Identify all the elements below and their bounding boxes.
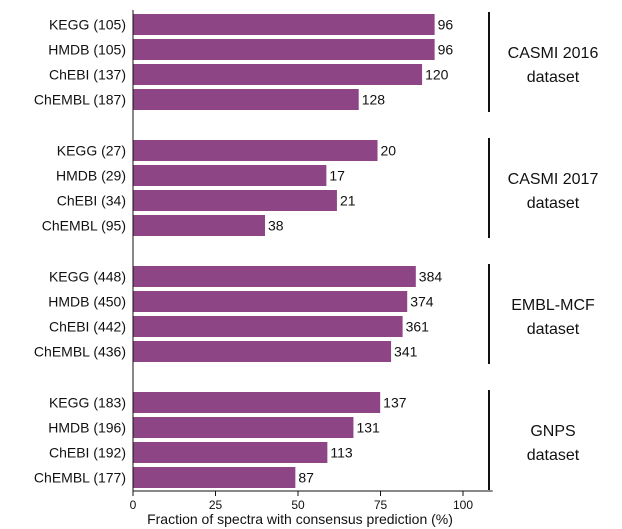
category-label: KEGG (183) <box>49 395 126 411</box>
data-label: 17 <box>329 168 345 184</box>
data-label: 131 <box>356 420 380 436</box>
category-label: ChEMBL (177) <box>34 470 126 486</box>
bar <box>133 64 423 85</box>
group-labels: CASMI 2016 dataset CASMI 2017 dataset EMBL-M… <box>488 12 599 490</box>
x-axis: 0 25 50 75 100 <box>130 10 493 512</box>
x-axis-title: Fraction of spectra with consensus predi… <box>147 511 453 527</box>
bar <box>133 291 408 312</box>
bar <box>133 266 416 287</box>
x-tick-label: 75 <box>374 498 388 512</box>
bar <box>133 392 381 413</box>
bar <box>133 39 435 60</box>
category-label: ChEBI (137) <box>49 67 126 83</box>
data-label: 384 <box>419 269 443 285</box>
category-label: HMDB (450) <box>48 294 126 310</box>
bar <box>133 467 296 488</box>
category-label: KEGG (105) <box>49 17 126 33</box>
x-tick-label: 50 <box>291 498 305 512</box>
data-label: 137 <box>383 395 407 411</box>
data-label: 361 <box>406 319 430 335</box>
data-label: 20 <box>381 143 397 159</box>
data-label: 374 <box>410 294 434 310</box>
group-label: dataset <box>527 195 580 212</box>
group-label: dataset <box>527 69 580 86</box>
bar <box>133 215 265 236</box>
bar <box>133 89 359 110</box>
category-label: HMDB (29) <box>56 168 126 184</box>
data-label: 341 <box>394 344 418 360</box>
category-label: ChEBI (442) <box>49 319 126 335</box>
group-label: CASMI 2016 <box>508 45 599 62</box>
category-label: ChEBI (192) <box>49 445 126 461</box>
category-label: KEGG (27) <box>57 143 126 159</box>
group-label: EMBL-MCF <box>511 297 595 314</box>
category-label: ChEBI (34) <box>57 193 126 209</box>
category-label: HMDB (196) <box>48 420 126 436</box>
group-label: CASMI 2017 <box>508 171 599 188</box>
data-label: 87 <box>298 470 314 486</box>
bar <box>133 417 354 438</box>
group-label: GNPS <box>530 423 575 440</box>
data-label: 96 <box>438 17 454 33</box>
bar <box>133 341 392 362</box>
bar <box>133 14 435 35</box>
bar <box>133 165 327 186</box>
x-tick-label: 0 <box>130 498 137 512</box>
bar <box>133 190 337 211</box>
category-label: HMDB (105) <box>48 42 126 58</box>
category-label: ChEMBL (436) <box>34 344 126 360</box>
x-tick-label: 100 <box>453 498 473 512</box>
bar <box>133 442 328 463</box>
category-label: KEGG (448) <box>49 269 126 285</box>
data-label: 38 <box>268 218 284 234</box>
data-label: 128 <box>362 92 386 108</box>
data-label: 113 <box>330 445 353 461</box>
bar <box>133 316 403 337</box>
category-label: ChEMBL (95) <box>42 218 126 234</box>
data-label: 96 <box>438 42 454 58</box>
data-label: 21 <box>340 193 356 209</box>
category-label: ChEMBL (187) <box>34 92 126 108</box>
group-label: dataset <box>527 321 580 338</box>
group-label: dataset <box>527 447 580 464</box>
data-label: 120 <box>425 67 449 83</box>
bars-layer: KEGG (105) 96 HMDB (105) 96 ChEBI (137) 120 Ch… <box>34 14 453 488</box>
x-tick-label: 25 <box>209 498 223 512</box>
bar <box>133 140 378 161</box>
